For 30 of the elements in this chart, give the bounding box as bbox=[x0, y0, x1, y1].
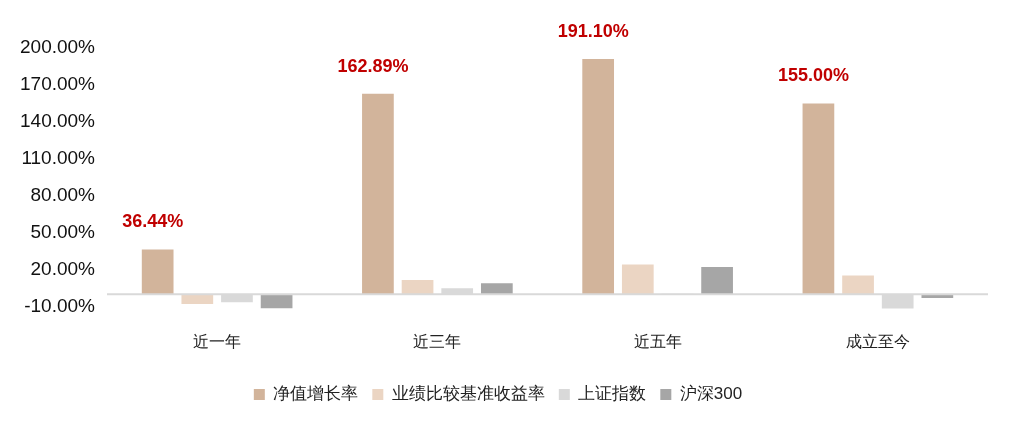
legend-label: 业绩比较基准收益率 bbox=[391, 384, 545, 404]
legend-label: 上证指数 bbox=[578, 384, 647, 404]
bar bbox=[582, 58, 615, 295]
data-label: 162.89% bbox=[337, 55, 409, 76]
legend-label: 净值增长率 bbox=[273, 384, 359, 404]
y-tick-label: 170.00% bbox=[19, 73, 96, 95]
bar bbox=[141, 249, 174, 295]
bar bbox=[802, 103, 835, 295]
x-tick-label: 成立至今 bbox=[845, 332, 910, 350]
bar bbox=[842, 275, 874, 295]
x-tick-label: 近一年 bbox=[193, 332, 242, 350]
bar bbox=[260, 294, 293, 309]
y-tick-label: 140.00% bbox=[19, 110, 96, 132]
data-label: 191.10% bbox=[557, 20, 629, 41]
data-label: 155.00% bbox=[777, 65, 849, 86]
x-tick-label: 近三年 bbox=[413, 332, 462, 350]
x-tick-label: 近五年 bbox=[633, 332, 682, 350]
y-tick-label: 50.00% bbox=[30, 220, 96, 242]
bar bbox=[701, 266, 733, 295]
bar bbox=[181, 294, 214, 304]
bar bbox=[480, 283, 513, 295]
data-label: 36.44% bbox=[122, 211, 184, 232]
y-tick-label: 80.00% bbox=[30, 184, 96, 206]
y-tick-label: 20.00% bbox=[30, 257, 96, 279]
bar bbox=[362, 93, 394, 295]
legend-label: 沪深300 bbox=[679, 384, 743, 404]
y-tick-label: 200.00% bbox=[19, 36, 96, 58]
y-tick-label: 110.00% bbox=[21, 147, 96, 169]
bar bbox=[621, 264, 654, 295]
y-tick-label: -10.00% bbox=[24, 294, 96, 316]
